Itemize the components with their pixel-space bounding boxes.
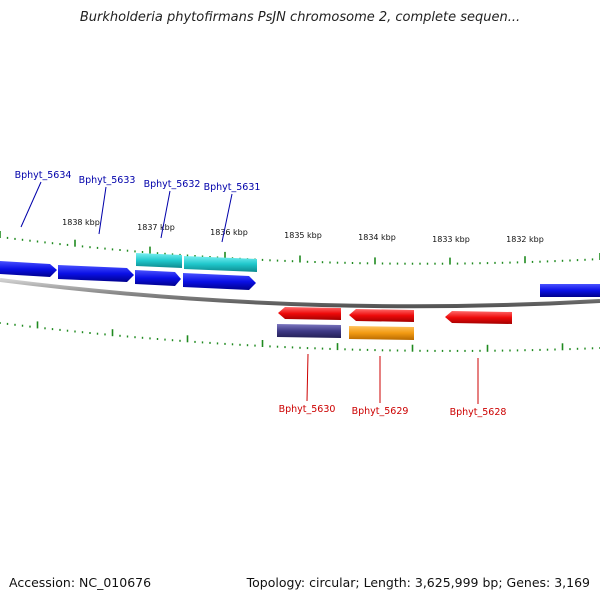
kbp-label: 1833 kbp <box>432 235 470 244</box>
gene-arrow-bphyt-5628[interactable] <box>445 311 512 324</box>
label-leader-line <box>160 190 171 239</box>
label-leader-line <box>221 193 233 243</box>
gene-label-bphyt-5629[interactable]: Bphyt_5629 <box>352 406 409 417</box>
gene-arrow-forward-right[interactable] <box>540 284 600 297</box>
gene-arrow-bphyt-5632-feature[interactable] <box>136 253 182 268</box>
gene-arrow-bphyt-5630-feature[interactable] <box>277 324 341 338</box>
kbp-label: 1834 kbp <box>358 233 396 242</box>
tick-row-lower <box>0 321 600 352</box>
chromosome-backbone <box>0 278 600 309</box>
label-leader-line <box>98 186 107 235</box>
kbp-label: 1838 kbp <box>62 218 100 227</box>
gene-label-bphyt-5628[interactable]: Bphyt_5628 <box>450 407 507 418</box>
gene-label-bphyt-5634[interactable]: Bphyt_5634 <box>15 170 72 181</box>
gene-arrow-bphyt-5629[interactable] <box>349 309 414 322</box>
gene-label-bphyt-5633[interactable]: Bphyt_5633 <box>79 175 136 186</box>
label-leader-line <box>306 353 309 402</box>
map-title: Burkholderia phytofirmans PsJN chromosom… <box>79 10 521 25</box>
gene-label-bphyt-5632[interactable]: Bphyt_5632 <box>144 179 201 190</box>
gene-arrow-bphyt-5631-feature[interactable] <box>184 256 257 272</box>
accession-text: Accession: NC_010676 <box>9 575 152 590</box>
gene-arrow-bphyt-5633[interactable] <box>58 265 134 282</box>
gene-arrow-forward[interactable] <box>0 261 57 277</box>
kbp-label: 1835 kbp <box>284 231 322 240</box>
gene-arrow-bphyt-5631[interactable] <box>183 273 256 290</box>
gene-label-bphyt-5630[interactable]: Bphyt_5630 <box>279 404 336 415</box>
kbp-label: 1837 kbp <box>137 223 175 232</box>
kbp-label: 1836 kbp <box>210 228 248 237</box>
gene-label-bphyt-5631[interactable]: Bphyt_5631 <box>204 182 261 193</box>
gene-arrow-bphyt-5630[interactable] <box>278 307 341 320</box>
label-leader-line <box>20 181 42 228</box>
gene-arrow-bphyt-5632[interactable] <box>135 270 181 286</box>
topology-text: Topology: circular; Length: 3,625,999 bp… <box>246 575 590 590</box>
kbp-label: 1832 kbp <box>506 235 544 244</box>
gene-arrow-bphyt-5629-feature[interactable] <box>349 326 414 340</box>
tick-row-upper <box>0 231 600 265</box>
